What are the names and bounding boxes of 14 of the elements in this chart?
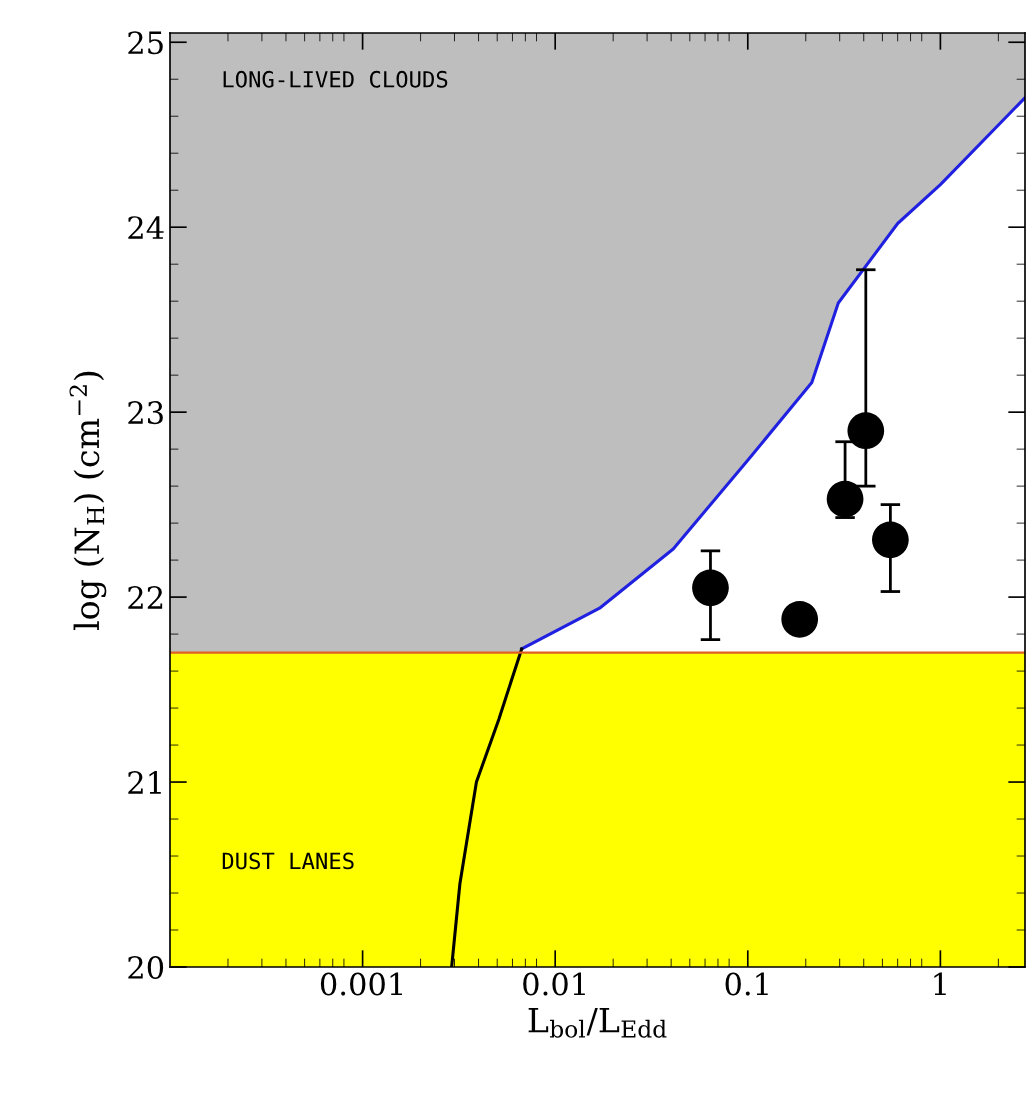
y-tick-label: 23 <box>128 401 163 425</box>
x-tick-label: 0.1 <box>725 972 768 996</box>
x-tick-label: 0.01 <box>523 972 585 996</box>
annotation: LONG-LIVED CLOUDS <box>223 70 448 88</box>
x-axis-title: L$_{bol}$/L$_{Edd}$ <box>528 1007 667 1038</box>
x-tick-label: 0.001 <box>320 972 402 996</box>
y-tick-label: 24 <box>128 216 164 239</box>
y-tick-label: 20 <box>128 955 164 980</box>
annotation: DUST LANES <box>222 852 354 870</box>
y-axis-title: log (N$_{H}$) (cm$^{−2}$) <box>69 371 107 631</box>
y-tick-label: 21 <box>128 770 161 794</box>
y-tick-label: 22 <box>128 586 163 609</box>
y-tick-label: 25 <box>128 31 163 55</box>
x-tick-label: 1 <box>934 972 946 996</box>
